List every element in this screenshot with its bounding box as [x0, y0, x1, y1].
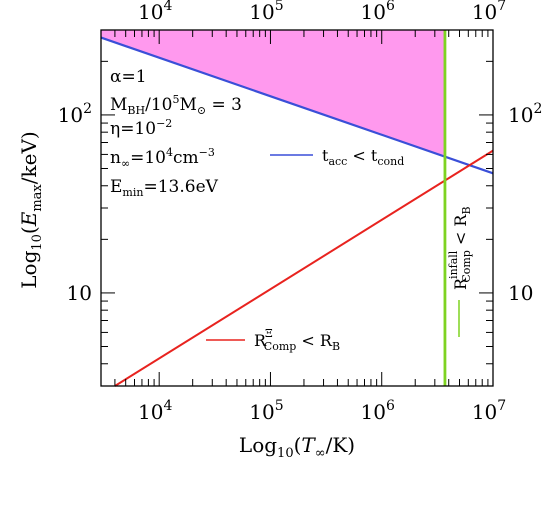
param-eta: η=10−2: [110, 117, 172, 139]
legend-rcomp-infall: RinfallComp < RB: [447, 206, 473, 337]
x-tick-label-top: 105: [249, 0, 283, 24]
y-tick-labels-left: 10 102: [58, 101, 92, 305]
x-tick-label: 104: [138, 398, 172, 424]
x-tick-label-top: 107: [472, 0, 506, 24]
y-tick-label: 102: [58, 101, 92, 127]
param-mass: MBH/105M⊙ = 3: [110, 93, 242, 117]
param-emin: Emin=13.6eV: [110, 177, 219, 199]
x-tick-label: 107: [472, 398, 506, 424]
param-alpha: α=1: [110, 67, 147, 87]
legend-tacc-tcond: tacc < tcond: [270, 146, 404, 168]
x-axis-label: Log10(T∞/K): [239, 433, 355, 461]
param-density: n∞=104cm−3: [110, 146, 215, 170]
plot-frame: [100, 29, 494, 387]
shaded-region: [101, 30, 445, 157]
x-tick-labels-bottom: 104 105 106 107: [138, 398, 506, 424]
y-tick-label-right: 10: [508, 281, 533, 305]
y-tick-label-right: 102: [508, 101, 542, 127]
y-axis-label: Log10(Emax/keV): [17, 131, 45, 288]
x-tick-labels-top: 104 105 106 107: [138, 0, 506, 24]
legend-text-blue: tacc < tcond: [322, 146, 404, 168]
legend-rcomp-xi: RΞ Comp < RB: [206, 327, 340, 353]
y-tick-label: 10: [67, 281, 92, 305]
x-tick-label-top: 106: [361, 0, 395, 24]
x-tick-label: 105: [249, 398, 283, 424]
legend-text-green: RinfallComp < RB: [447, 206, 473, 290]
x-tick-label: 106: [361, 398, 395, 424]
x-tick-label-top: 104: [138, 0, 172, 24]
legend-text-red: RΞ Comp < RB: [254, 327, 340, 353]
series-line-rcomp-xi: [114, 149, 494, 387]
series-line-tacc-tcond: [100, 36, 494, 175]
y-tick-labels-right: 10 102: [508, 101, 542, 305]
